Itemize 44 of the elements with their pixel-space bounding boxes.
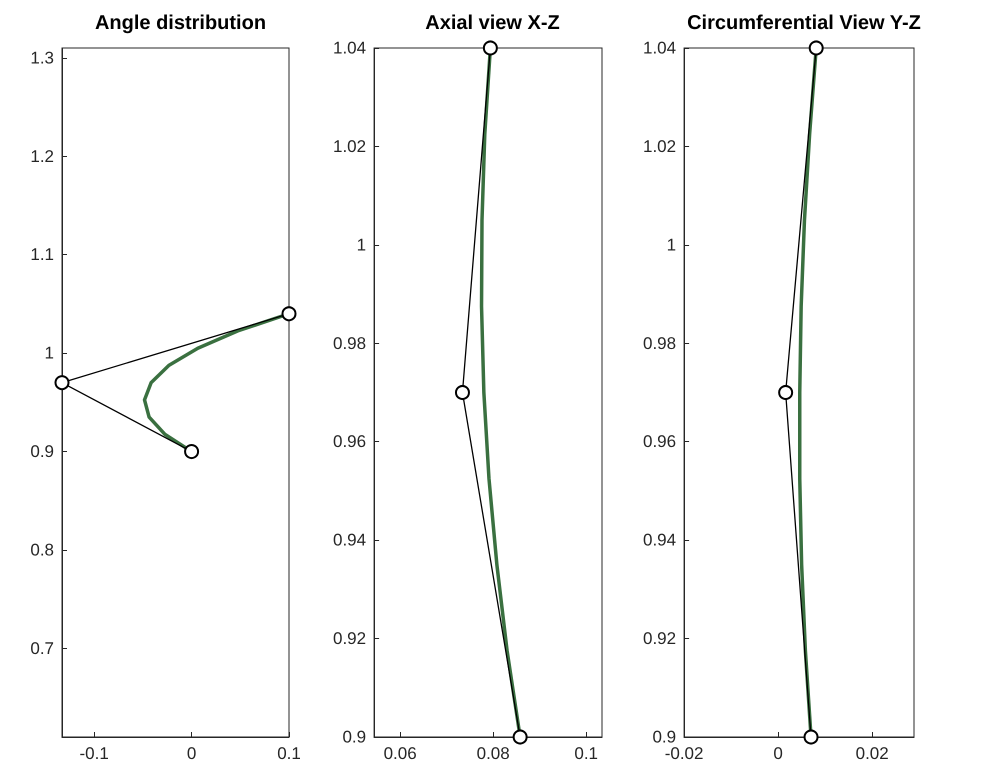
y-tick-label: 0.9 bbox=[652, 728, 676, 746]
y-tick-label: 1.02 bbox=[332, 136, 366, 156]
point bbox=[482, 40, 498, 56]
y-tick-label: 1.04 bbox=[332, 38, 366, 58]
y-tick-label: 1 bbox=[44, 344, 54, 363]
x-tick-label: 0 bbox=[773, 744, 783, 762]
y-tick-label: 0.92 bbox=[642, 629, 676, 648]
y-tick-label: 1.02 bbox=[642, 136, 676, 156]
x-tick-label: -0.1 bbox=[80, 744, 109, 762]
y-tick-label: 1.1 bbox=[30, 245, 54, 264]
point bbox=[282, 306, 296, 322]
y-tick-label: 0.9 bbox=[30, 442, 54, 462]
point bbox=[804, 730, 819, 744]
y-tick-label: 0.8 bbox=[30, 540, 54, 560]
y-tick-label: 1 bbox=[666, 235, 676, 254]
y-tick-label: 0.96 bbox=[332, 432, 366, 452]
point bbox=[808, 40, 824, 56]
point bbox=[454, 385, 470, 400]
point bbox=[54, 375, 70, 390]
chart-title: Angle distribution bbox=[94, 12, 266, 34]
x-tick-label: 0.06 bbox=[384, 744, 417, 762]
y-tick-label: 0.9 bbox=[342, 728, 366, 746]
y-tick-label: 1 bbox=[356, 235, 366, 254]
y-tick-label: 0.98 bbox=[642, 334, 676, 353]
y-tick-label: 0.98 bbox=[332, 334, 366, 353]
y-tick-label: 1.3 bbox=[30, 48, 54, 68]
point bbox=[184, 444, 200, 460]
chart-title: Circumferential View Y-Z bbox=[687, 12, 921, 34]
chart-title: Axial view X-Z bbox=[425, 12, 560, 34]
y-tick-label: 0.94 bbox=[642, 530, 676, 550]
y-tick-label: 1.04 bbox=[642, 38, 676, 58]
x-tick-label: 0 bbox=[186, 744, 196, 762]
y-tick-label: 0.7 bbox=[30, 638, 54, 658]
point bbox=[512, 730, 528, 744]
x-tick-label: 0.1 bbox=[574, 744, 598, 762]
x-tick-label: 0.1 bbox=[277, 744, 301, 762]
x-tick-label: 0.02 bbox=[856, 744, 889, 762]
y-tick-label: 0.96 bbox=[642, 432, 676, 452]
y-tick-label: 1.2 bbox=[30, 146, 54, 166]
x-tick-label: -0.02 bbox=[664, 744, 704, 762]
x-tick-label: 0.08 bbox=[476, 744, 510, 762]
y-tick-label: 0.94 bbox=[332, 530, 366, 550]
y-tick-label: 0.92 bbox=[332, 629, 366, 648]
point bbox=[778, 385, 794, 400]
